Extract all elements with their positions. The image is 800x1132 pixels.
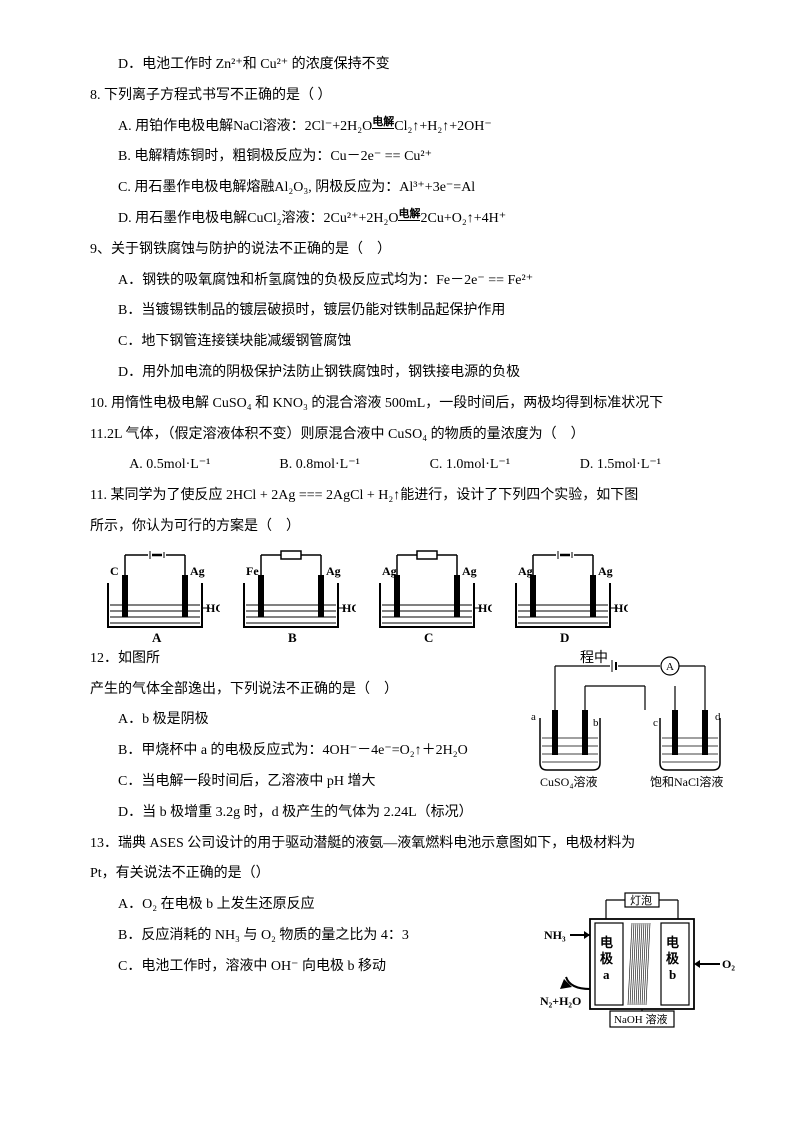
q8-opt-d: D. 用石墨作电极电解CuCl₂溶液：2Cu²⁺+2H₂O电解 2Cu+O₂↑+… — [90, 204, 730, 235]
svg-text:N₂+H₂O: N₂+H₂O — [540, 994, 581, 1008]
q8-opt-c: C. 用石墨作电极电解熔融Al₂O₃, 阴极反应为：Al³⁺+3e⁻=Al — [90, 173, 730, 204]
q11-line2: 所示，你认为可行的方案是（ ） — [90, 512, 730, 543]
q10-opt-a: A. 0.5mol·L⁻¹ — [129, 450, 279, 481]
q12-diagram: A a b c d CuSO₄溶液 饱和NaCl溶液 — [515, 648, 730, 798]
q12-opt-a: A．b 极是阴极 — [90, 705, 520, 736]
eqlabel-dianjie-1: 电解 — [372, 117, 394, 128]
q11-line1: 11. 某同学为了使反应 2HCl + 2Ag === 2AgCl + H₂↑能… — [90, 481, 730, 512]
q8-stem: 8. 下列离子方程式书写不正确的是（ ） — [90, 81, 730, 112]
q8-d-eq: 电解 — [398, 209, 420, 232]
q13-svg: 灯泡 电 极 a 电 极 b NH₃ N₂+H₂O O₂ NaOH 溶液 — [540, 889, 740, 1049]
q8-d-pre: D. 用石墨作电极电解CuCl₂溶液：2Cu²⁺+2H₂O — [118, 211, 398, 226]
q8-a-pre: A. 用铂作电极电解NaCl溶液：2Cl⁻+2H₂O — [118, 119, 372, 134]
svg-text:极: 极 — [600, 951, 614, 966]
q9-opt-a: A．钢铁的吸氧腐蚀和析氢腐蚀的负极反应式均为：Fe－2e⁻ == Fe²⁺ — [90, 266, 730, 297]
svg-text:a: a — [531, 711, 536, 723]
svg-text:C: C — [110, 564, 119, 578]
svg-text:d: d — [715, 711, 721, 723]
svg-text:D: D — [560, 630, 569, 644]
q13-opt-b: B．反应消耗的 NH₃ 与 O₂ 物质的量之比为 4：3 — [90, 921, 570, 952]
q9-stem: 9、关于钢铁腐蚀与防护的说法不正确的是（ ） — [90, 235, 730, 266]
eqlabel-dianjie-2: 电解 — [398, 209, 420, 220]
q13-block: 灯泡 电 极 a 电 极 b NH₃ N₂+H₂O O₂ NaOH 溶液 Pt，… — [90, 859, 730, 982]
q8-opt-b: B. 电解精炼铜时，粗铜极反应为：Cu－2e⁻ == Cu²⁺ — [90, 142, 730, 173]
q10-opt-d: D. 1.5mol·L⁻¹ — [580, 450, 730, 481]
q12-opt-b: B．甲烧杯中 a 的电极反应式为：4OH⁻－4e⁻=O₂↑＋2H₂O — [90, 736, 520, 767]
svg-text:B: B — [288, 630, 297, 644]
q8-d-post: 2Cu+O₂↑+4H⁺ — [420, 211, 506, 226]
q12-opt-c: C．当电解一段时间后，乙溶液中 pH 增大 — [90, 767, 520, 798]
svg-text:Ag: Ag — [598, 564, 613, 578]
q13-line2: Pt，有关说法不正确的是（） — [90, 859, 570, 890]
svg-text:c: c — [653, 717, 658, 729]
beaker-D-svg: Ag Ag HCl D — [498, 549, 628, 644]
svg-text:NH₃: NH₃ — [544, 928, 566, 942]
q11-diagram-c: Ag Ag HCl C — [362, 549, 492, 644]
q10-line2: 11.2L 气体，（假定溶液体积不变）则原混合液中 CuSO₄ 的物质的量浓度为… — [90, 420, 730, 451]
q11-diagram-b: Fe Ag HCl B — [226, 549, 356, 644]
svg-text:Ag: Ag — [190, 564, 205, 578]
q9-opt-d: D．用外加电流的阴极保护法防止钢铁腐蚀时，钢铁接电源的负极 — [90, 358, 730, 389]
q13-line1: 13．瑞典 ASES 公司设计的用于驱动潜艇的液氨—液氧燃料电池示意图如下，电极… — [90, 829, 730, 860]
q10-opt-b: B. 0.8mol·L⁻¹ — [279, 450, 429, 481]
q8-a-post: Cl₂↑+H₂↑+2OH⁻ — [394, 119, 492, 134]
svg-text:NaOH 溶液: NaOH 溶液 — [614, 1012, 667, 1026]
svg-text:Fe: Fe — [246, 564, 259, 578]
svg-text:A: A — [666, 661, 674, 673]
beaker-A-svg: C Ag HCl A — [90, 549, 220, 644]
q12-block: A a b c d CuSO₄溶液 饱和NaCl溶液 12．如图所程中 产生的气… — [90, 644, 730, 829]
svg-text:CuSO₄溶液: CuSO₄溶液 — [540, 774, 598, 789]
q10-line1: 10. 用惰性电极电解 CuSO₄ 和 KNO₃ 的混合溶液 500mL，一段时… — [90, 389, 730, 420]
q10-opt-c: C. 1.0mol·L⁻¹ — [430, 450, 580, 481]
svg-text:极: 极 — [666, 951, 680, 966]
svg-text:b: b — [669, 967, 676, 982]
q12-opt-d: D．当 b 极增重 3.2g 时，d 极产生的气体为 2.24L（标况） — [90, 798, 520, 829]
q13-diagram: 灯泡 电 极 a 电 极 b NH₃ N₂+H₂O O₂ NaOH 溶液 — [540, 889, 740, 1049]
q8-opt-a: A. 用铂作电极电解NaCl溶液：2Cl⁻+2H₂O电解 Cl₂↑+H₂↑+2O… — [90, 112, 730, 143]
q9-opt-b: B．当镀锡铁制品的镀层破损时，镀层仍能对铁制品起保护作用 — [90, 296, 730, 327]
q13-opt-c: C．电池工作时，溶液中 OH⁻ 向电极 b 移动 — [90, 952, 570, 983]
svg-text:电: 电 — [600, 935, 613, 950]
svg-text:电: 电 — [666, 935, 679, 950]
svg-text:Ag: Ag — [326, 564, 341, 578]
beaker-B-svg: Fe Ag HCl B — [226, 549, 356, 644]
svg-text:b: b — [593, 717, 599, 729]
svg-text:a: a — [603, 967, 610, 982]
q13-opt-a: A．O₂ 在电极 b 上发生还原反应 — [90, 890, 570, 921]
svg-text:C: C — [424, 630, 433, 644]
q10-options: A. 0.5mol·L⁻¹ B. 0.8mol·L⁻¹ C. 1.0mol·L⁻… — [90, 450, 730, 481]
q9-opt-c: C．地下钢管连接镁块能减缓钢管腐蚀 — [90, 327, 730, 358]
svg-text:A: A — [152, 630, 162, 644]
q12-svg: A a b c d CuSO₄溶液 饱和NaCl溶液 — [515, 648, 730, 798]
svg-text:灯泡: 灯泡 — [630, 893, 652, 907]
svg-text:Ag: Ag — [462, 564, 477, 578]
svg-text:饱和NaCl溶液: 饱和NaCl溶液 — [650, 774, 723, 789]
beaker-C-svg: Ag Ag HCl C — [362, 549, 492, 644]
q8-a-eq: 电解 — [372, 117, 394, 140]
svg-text:O₂: O₂ — [722, 957, 735, 971]
q11-diagram-d: Ag Ag HCl D — [498, 549, 628, 644]
q12-pre: 12．如图所 — [90, 651, 160, 666]
q7-opt-d: D．电池工作时 Zn²⁺和 Cu²⁺ 的浓度保持不变 — [90, 50, 730, 81]
q11-diagram-a: C Ag HCl A — [90, 549, 220, 644]
q11-diagrams: C Ag HCl A Fe Ag HCl B — [90, 549, 730, 644]
